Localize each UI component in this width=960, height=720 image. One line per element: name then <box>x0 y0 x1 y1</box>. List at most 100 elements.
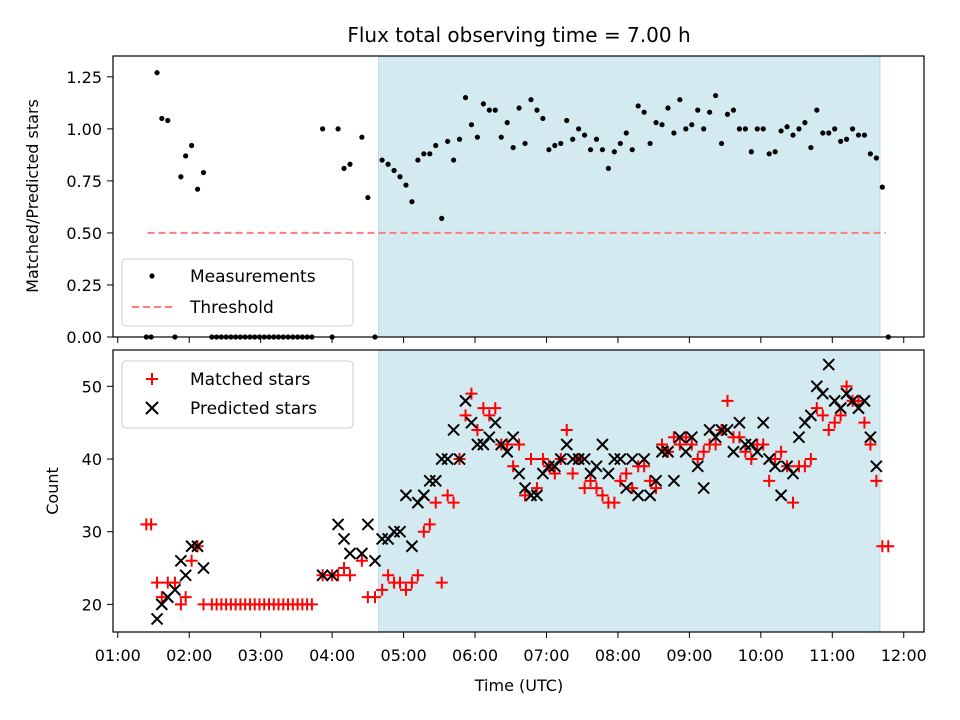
measurements-point <box>427 151 433 157</box>
measurements-point <box>742 126 748 132</box>
measurements-point <box>879 184 885 190</box>
predicted-stars-point <box>441 452 454 466</box>
predicted-stars-point <box>804 409 818 422</box>
matched-stars-point <box>513 438 526 451</box>
matched-stars-point <box>858 416 871 429</box>
measurements-point <box>683 126 689 132</box>
predicted-stars-point <box>626 452 639 466</box>
predicted-stars-point <box>614 452 627 466</box>
matched-stars-point <box>536 453 549 466</box>
measurements-point <box>849 126 856 132</box>
measurements-point <box>611 149 617 155</box>
measurements-point <box>445 138 451 144</box>
top-y-tick-label: 0.75 <box>66 172 102 191</box>
measurements-point <box>433 142 439 149</box>
measurements-point <box>665 105 671 111</box>
measurements-point <box>165 117 171 124</box>
predicted-stars-point <box>331 518 345 531</box>
measurements-point <box>635 103 641 109</box>
matched-stars-point <box>840 380 853 393</box>
measurements-point <box>796 126 802 132</box>
measurements-point <box>335 126 341 132</box>
measurements-point <box>808 144 814 151</box>
predicted-stars-point <box>816 387 829 400</box>
predicted-stars-point <box>506 431 520 444</box>
top-y-tick-label: 0.50 <box>66 224 102 243</box>
top-yticks-layer: 0.00 0.25 0.50 0.75 1.00 1.25 <box>66 68 113 347</box>
predicted-stars-point <box>405 540 419 553</box>
measurements-point <box>456 136 463 142</box>
matched-stars-point <box>650 482 663 495</box>
matched-stars-point <box>441 489 454 502</box>
measurements-point <box>629 147 635 153</box>
measurements-point <box>576 126 582 132</box>
bottom-yticks-layer: 20 30 40 50 <box>82 377 113 614</box>
measurements-point <box>712 92 719 99</box>
measurements-point <box>522 140 528 147</box>
legend-predicted-marker <box>145 401 159 415</box>
matched-stars-point <box>332 569 345 582</box>
predicted-stars-point <box>858 394 871 408</box>
predicted-stars-point <box>834 401 847 415</box>
matched-stars-point <box>638 460 651 473</box>
matched-stars-point <box>745 453 758 466</box>
predicted-stars-point <box>602 467 615 480</box>
bottom-y-tick-label: 20 <box>82 595 102 614</box>
measurements-point <box>701 126 707 132</box>
predicted-stars-point <box>751 445 764 458</box>
measurements-point <box>546 147 552 153</box>
measurements-point <box>403 182 409 188</box>
matched-stars-point <box>368 591 381 604</box>
top-highlight-layer <box>378 55 881 338</box>
matched-stars-point <box>151 576 164 589</box>
predicted-stars-point <box>560 438 573 451</box>
measurements-point <box>397 174 403 180</box>
top-xticks-layer <box>117 337 905 343</box>
matched-stars-point <box>822 423 835 436</box>
matched-stars-point <box>560 423 573 436</box>
x-tick-label: 04:00 <box>309 646 355 665</box>
measurements-point <box>677 97 683 103</box>
matched-stars-point <box>620 467 633 480</box>
measurements-point <box>867 151 874 157</box>
predicted-stars-point <box>661 445 675 458</box>
measurements-point <box>820 130 826 136</box>
predicted-stars-point <box>667 474 681 488</box>
predicted-stars-point <box>620 481 633 495</box>
predicted-stars-point <box>768 460 782 473</box>
matched-stars-point <box>709 438 722 451</box>
predicted-stars-point <box>197 561 210 575</box>
matched-stars-point <box>465 387 478 400</box>
top-y-axis-label: Matched/Predicted stars <box>23 99 42 293</box>
measurements-point <box>365 194 371 201</box>
predicted-stars-point <box>530 489 544 502</box>
matched-stars-point <box>477 402 490 415</box>
measurements-point <box>462 95 469 101</box>
predicted-stars-point <box>150 612 164 626</box>
matched-stars-point <box>816 409 829 422</box>
legend-matched-label: Matched stars <box>190 370 310 390</box>
predicted-stars-point <box>679 445 693 458</box>
predicted-stars-point <box>673 431 687 444</box>
measurements-point <box>474 134 481 140</box>
matched-stars-point <box>355 554 368 567</box>
bottom-panel: 01:00 02:00 03:00 04:00 05:00 06:00 07:00 08:00… <box>43 349 927 695</box>
matched-stars-point <box>530 482 543 495</box>
measurements-point <box>486 107 492 113</box>
legend-matched-marker <box>146 373 158 385</box>
top-y-tick-label: 1.00 <box>66 120 102 139</box>
matched-stars-point <box>852 394 865 407</box>
matched-stars-point <box>864 438 877 451</box>
predicted-stars-point <box>191 540 204 553</box>
measurements-point <box>409 199 415 205</box>
bottom-legend-box <box>121 360 354 429</box>
measurements-point <box>695 107 701 113</box>
predicted-stars-point <box>179 569 192 582</box>
top-legend: Measurements Threshold <box>121 258 354 327</box>
predicted-stars-point <box>733 416 746 429</box>
matched-stars-point <box>376 583 389 596</box>
matched-stars-point <box>644 474 657 487</box>
matched-stars-point <box>507 460 520 473</box>
measurements-point <box>772 149 778 155</box>
bottom-xticks-layer: 01:00 02:00 03:00 04:00 05:00 06:00 07:00 08:00… <box>95 632 927 665</box>
